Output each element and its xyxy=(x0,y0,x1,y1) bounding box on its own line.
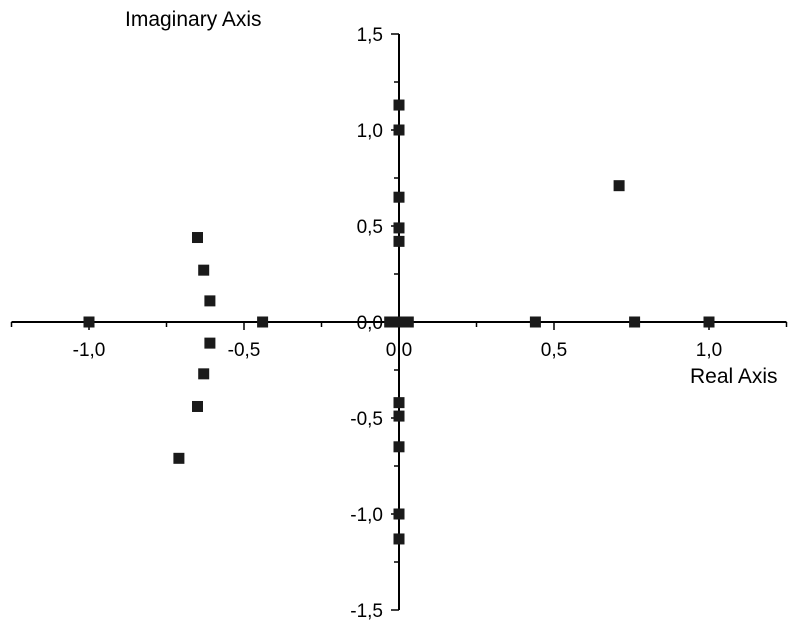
data-point xyxy=(393,222,405,234)
data-point xyxy=(629,316,641,328)
data-point xyxy=(83,316,95,328)
y-tick-label: 0,5 xyxy=(357,217,383,238)
data-point xyxy=(192,232,203,244)
y-tick-label: 1,0 xyxy=(357,121,383,142)
data-point xyxy=(393,508,405,520)
data-point xyxy=(198,368,210,380)
data-point xyxy=(192,400,203,412)
y-tick-label: 1,5 xyxy=(357,25,383,46)
x-tick-label: -0,5 xyxy=(228,340,261,361)
x-tick-label: 0,5 xyxy=(541,340,567,361)
y-tick-label: -0,5 xyxy=(350,409,383,430)
data-point xyxy=(703,316,715,328)
data-point xyxy=(393,124,405,136)
x-tick-label: 1,0 xyxy=(696,340,722,361)
data-point xyxy=(393,397,405,409)
data-point xyxy=(257,316,269,328)
y-tick-label: 0,0 xyxy=(357,313,383,334)
data-point xyxy=(529,316,541,328)
y-tick-label: -1,5 xyxy=(350,601,383,622)
data-point xyxy=(393,316,405,328)
data-point xyxy=(198,264,210,276)
data-point xyxy=(402,316,414,328)
data-point xyxy=(393,441,405,453)
x-axis-title: Real Axis xyxy=(690,365,778,388)
data-point xyxy=(393,235,405,247)
data-point xyxy=(393,191,405,203)
y-tick-label: -1,0 xyxy=(350,505,383,526)
y-axis-title: Imaginary Axis xyxy=(125,8,262,31)
data-point xyxy=(393,410,405,422)
data-point xyxy=(204,295,216,307)
x-tick-label: 0,0 xyxy=(386,340,412,361)
x-tick-label: -1,0 xyxy=(73,340,106,361)
tick-labels: -1,0 -0,5 0,0 0,5 1,0 1,5 1,0 0,5 0,0 -0,5 -1,0 -1,… xyxy=(73,25,723,622)
data-points xyxy=(83,99,715,545)
data-point xyxy=(393,99,405,111)
data-point xyxy=(393,533,405,545)
data-point xyxy=(384,316,396,328)
data-point xyxy=(613,180,625,192)
data-point xyxy=(204,337,216,349)
data-point xyxy=(173,452,185,464)
